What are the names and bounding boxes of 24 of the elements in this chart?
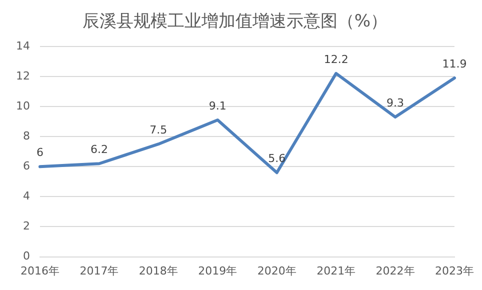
x-tick-label: 2019年 <box>198 264 238 278</box>
data-label: 9.3 <box>386 96 404 110</box>
y-tick-label: 0 <box>22 250 30 263</box>
y-tick-label: 2 <box>22 220 30 233</box>
y-tick-label: 6 <box>22 159 30 172</box>
x-tick-label: 2018年 <box>138 264 178 278</box>
x-tick-label: 2021年 <box>316 264 356 278</box>
chart-title: 辰溪县规模工业增加值增速示意图（%） <box>82 12 388 32</box>
y-tick-label: 8 <box>22 129 30 142</box>
data-label: 6.2 <box>90 142 108 156</box>
y-tick-label: 10 <box>16 99 30 112</box>
x-tick-label: 2023年 <box>435 264 474 278</box>
data-label: 9.1 <box>208 99 226 112</box>
data-label: 11.9 <box>442 57 467 70</box>
y-tick-label: 12 <box>16 69 30 82</box>
x-tick-label: 2022年 <box>376 264 415 278</box>
data-label: 6 <box>36 146 44 159</box>
x-tick-label: 2020年 <box>257 264 296 278</box>
data-label: 7.5 <box>150 123 168 136</box>
x-tick-label: 2017年 <box>80 264 119 278</box>
y-tick-label: 14 <box>16 39 30 52</box>
y-tick-label: 4 <box>22 190 30 203</box>
data-label: 12.2 <box>324 52 348 66</box>
x-tick-label: 2016年 <box>20 264 60 278</box>
